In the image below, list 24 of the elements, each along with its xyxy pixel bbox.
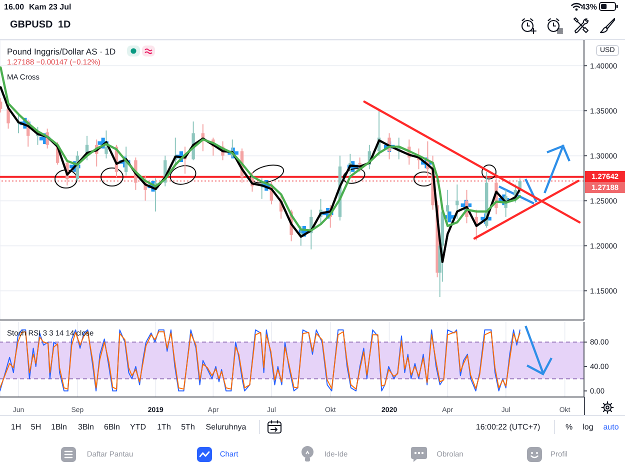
candlestick [446,189,450,224]
text: log [582,422,594,432]
text: 6Bln [104,422,120,432]
text: 1H [10,422,22,432]
text: 1Bln [50,422,68,432]
text: auto [603,422,619,432]
candlestick [104,130,108,159]
text: % [565,422,573,432]
text: YTD [130,422,146,432]
text: Kam 23 Jul [29,2,72,12]
text: 1D [58,19,71,31]
text: Pound Inggris/Dollar AS · 1D [7,46,116,56]
text: 16.00 [4,2,24,12]
text: 43% [580,2,597,12]
text: 5Th [181,422,195,432]
text: GBPUSD [10,19,53,31]
text: 16:00:22 (UTC+7) [476,422,540,432]
text: Seluruhnya [206,422,246,432]
text: 1Th [157,422,171,432]
candlestick [358,156,362,172]
text: 3Bln [78,422,94,432]
candlestick [456,184,459,220]
text: 5H [30,422,42,432]
line-series [0,86,522,264]
